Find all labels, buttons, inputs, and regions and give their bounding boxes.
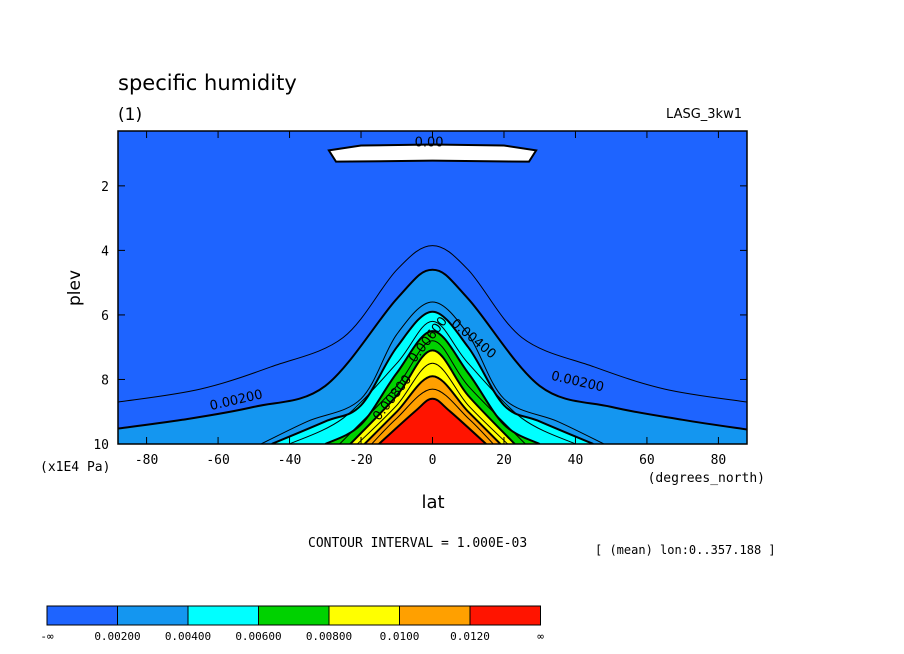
x-axis-ticks: -80 -60 -40 -20 0 20 40 60 80: [135, 131, 726, 468]
contour-line-0.006: [324, 330, 541, 444]
colorbar-label: 0.00800: [306, 630, 352, 643]
x-tick-label: -40: [278, 453, 301, 468]
y-tick-label: 2: [101, 180, 109, 195]
colorbar-label: 0.00400: [165, 630, 211, 643]
contour-line-0.01: [363, 375, 502, 444]
contour-line-0.002: [118, 268, 747, 431]
colorbar-label: 0.00600: [235, 630, 281, 643]
colorbar-swatch: [469, 605, 541, 626]
contour-line-0.001: [118, 245, 747, 403]
y-tick-label: 6: [101, 309, 109, 324]
colorbar: -∞ 0.00200 0.00400 0.00600 0.00800 0.0100 0.01…: [40, 605, 544, 643]
colorbar-swatch: [399, 605, 471, 626]
contour-label: 0.00: [415, 135, 444, 150]
y-tick-label: 8: [101, 373, 109, 388]
contour-line-0.004: [271, 310, 594, 444]
dataset-label: LASG_3kw1: [666, 107, 742, 122]
mean-text: [ (mean) lon:0..357.188 ]: [595, 543, 776, 557]
x-axis-units: (degrees_north): [648, 471, 765, 486]
y-axis-label: plev: [65, 270, 85, 306]
chart-subtitle: (1): [118, 105, 142, 125]
colorbar-label: 0.0100: [380, 630, 420, 643]
colorbar-label: ∞: [537, 630, 544, 643]
colorbar-swatch: [187, 605, 259, 626]
x-tick-label: -20: [349, 453, 372, 468]
y-tick-label: 4: [101, 244, 109, 259]
x-tick-label: 0: [429, 453, 437, 468]
colorbar-label: 0.0120: [450, 630, 490, 643]
x-tick-label: -60: [206, 453, 229, 468]
contour-line-0.005: [289, 320, 576, 444]
x-axis-label: lat: [421, 492, 444, 513]
contour-fill-0.012: [378, 398, 487, 444]
zero-region: [327, 143, 538, 163]
y-axis-ticks: 2 4 6 8 10: [93, 180, 747, 453]
contour-line-0.012: [378, 397, 487, 444]
colorbar-swatch: [328, 605, 400, 626]
x-tick-label: 60: [639, 453, 655, 468]
contour-line-0.009: [357, 362, 508, 444]
contour-interval-text: CONTOUR INTERVAL = 1.000E-03: [308, 536, 527, 551]
contour-line-0.007: [339, 340, 526, 444]
chart-title: specific humidity: [118, 71, 297, 95]
contour-line-0.003: [260, 301, 605, 444]
x-tick-label: 40: [568, 453, 584, 468]
x-tick-label: 80: [711, 453, 727, 468]
x-tick-label: 20: [496, 453, 512, 468]
contour-lines: [118, 245, 747, 444]
colorbar-label: -∞: [40, 630, 54, 643]
y-tick-label: 10: [93, 438, 109, 453]
colorbar-swatch: [46, 605, 118, 626]
contour-line-0.011: [371, 388, 494, 444]
colorbar-swatch: [258, 605, 330, 626]
y-axis-units: (x1E4 Pa): [40, 460, 110, 475]
colorbar-label: 0.00200: [94, 630, 140, 643]
colorbar-swatch: [117, 605, 189, 626]
x-tick-label: -80: [135, 453, 158, 468]
contour-line-0.008: [349, 349, 516, 444]
